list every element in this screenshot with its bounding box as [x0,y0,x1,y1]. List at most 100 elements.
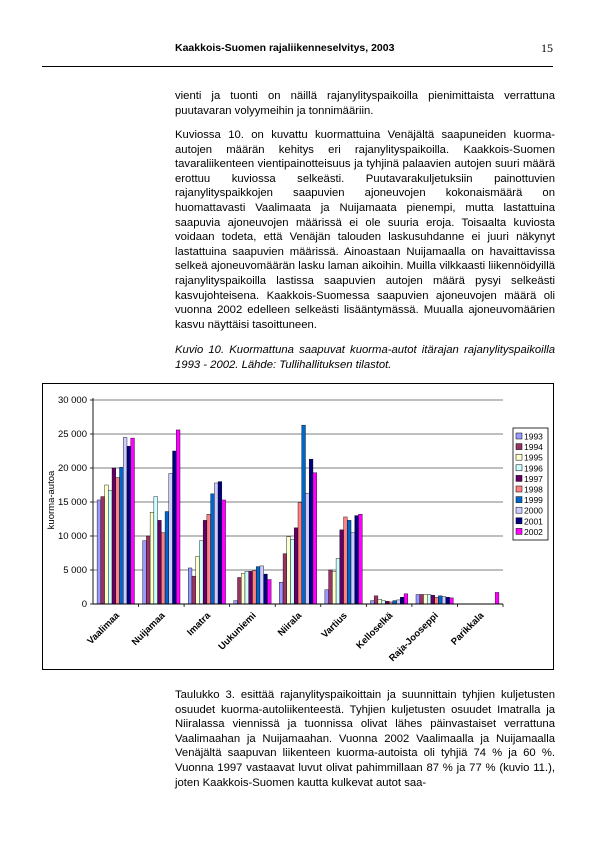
bar-vartius-2000 [350,532,355,605]
bar-vartius-1997 [339,529,344,605]
bar-raja-jooseppi-1995 [423,594,428,605]
bar-vartius-1994 [328,569,333,605]
bar-vartius-2002 [358,514,363,605]
bar-imatra-2000 [214,482,219,605]
y-tick-label: 0 [82,599,87,610]
bar-kelloselk--2001 [400,596,405,605]
bar-uukuniemi-2002 [267,579,272,605]
x-tick-label: Imatra [185,610,213,638]
bar-vartius-1993 [324,589,329,605]
bar-nuijamaa-1993 [142,540,147,605]
bar-imatra-1997 [202,520,208,605]
legend-swatch [515,496,523,503]
x-tick-label: Vartius [319,610,349,640]
bar-niirala-1996 [290,539,295,605]
bar-kelloselk--1993 [370,600,375,605]
bar-niirala-1993 [279,582,284,605]
bar-kelloselk--1996 [381,600,386,605]
y-tick-label: 25 000 [58,429,87,440]
bar-raja-jooseppi-1998 [434,596,439,605]
bar-uukuniemi-1998 [252,570,257,605]
bar-nuijamaa-1999 [164,511,170,605]
bar-vaalimaa-2000 [123,437,128,605]
bar-imatra-1999 [210,493,215,605]
bar-uukuniemi-2001 [263,573,268,605]
bar-vaalimaa-1999 [119,467,124,605]
legend-swatch [515,485,523,493]
bar-vaalimaa-1996 [108,490,113,605]
bar-imatra-1993 [188,567,193,605]
bar-vartius-1995 [332,571,337,605]
legend-swatch [515,443,523,450]
bar-niirala-2000 [305,492,310,605]
bar-nuijamaa-1995 [149,511,155,605]
bar-vartius-1998 [343,516,348,605]
bar-nuijamaa-1998 [161,532,166,605]
bar-uukuniemi-2000 [259,565,264,605]
bar-imatra-1994 [191,575,196,605]
figure-caption: Kuvio 10. Kuormattuna saapuvat kuorma-au… [175,344,555,371]
y-tick-label: 15 000 [58,497,87,508]
bar-imatra-1995 [195,556,200,605]
axes [92,398,503,605]
bar-uukuniemi-1999 [255,566,261,605]
bar-nuijamaa-2000 [168,473,173,605]
legend-label: 1998 [524,485,543,495]
bar-kelloselk--1999 [392,600,397,605]
bar-vaalimaa-1993 [96,499,102,605]
bar-imatra-1998 [206,514,211,605]
bar-raja-jooseppi-1999 [438,595,443,605]
bar-vartius-1999 [347,520,352,605]
page-number: 15 [541,41,553,55]
legend-swatch [515,517,523,525]
bar-niirala-2001 [309,458,314,605]
legend-label: 1993 [524,432,543,442]
bar-niirala-2002 [312,472,317,605]
legend-swatch [515,432,523,440]
bar-chart: 0 5 000 10 000 15 000 20 000 25 000 30 000 Vaa… [46,395,549,664]
legend-swatch [515,453,523,461]
bar-kelloselk--2000 [396,599,401,605]
legend-swatch [515,464,523,472]
bar-niirala-1999 [301,424,306,605]
legend-swatch [515,528,523,535]
bar-vartius-2001 [354,515,359,605]
bar-uukuniemi-1993 [233,600,238,605]
legend-label: 1994 [524,442,543,452]
legend-label: 1999 [524,495,543,505]
bar-uukuniemi-1994 [237,577,242,605]
bar-kelloselk--2002 [403,593,408,605]
y-tick-label: 10 000 [58,531,87,542]
bar-uukuniemi-1996 [244,571,249,605]
bar-parikkala-2002 [494,592,500,605]
legend-label: 1996 [524,463,543,473]
x-tick-label: Parikkala [449,610,487,648]
bar-niirala-1995 [286,536,291,605]
legend-label: 2001 [524,516,543,526]
paragraph-intro: vienti ja tuonti on näillä rajanylityspa… [175,90,555,117]
header-rule [42,66,553,67]
bar-vaalimaa-1997 [111,467,116,605]
bar-vaalimaa-1994 [100,496,105,605]
paragraph-table-description: Taulukko 3. esittää rajanylityspaikoitta… [175,689,555,789]
bar-raja-jooseppi-1994 [419,594,424,605]
bar-kelloselk--1995 [377,599,382,605]
bars [96,424,500,605]
running-header-title: Kaakkois-Suomen rajaliikenneselvitys, 20… [175,42,395,54]
x-tick-label: Nuijamaa [130,610,168,648]
legend-label: 1997 [524,474,543,484]
bar-raja-jooseppi-2002 [449,597,454,605]
chart-frame: 0 5 000 10 000 15 000 20 000 25 000 30 000 Vaa… [42,383,554,670]
bar-vaalimaa-2002 [130,437,135,605]
x-tick-label: Raja-Jooseppi [387,610,441,664]
legend-label: 2002 [524,527,543,537]
bar-raja-jooseppi-1997 [430,594,435,605]
y-tick-label: 20 000 [58,463,87,474]
bar-raja-jooseppi-1993 [415,594,420,605]
bar-nuijamaa-1997 [157,520,162,605]
y-tick-label: 30 000 [58,395,87,406]
y-tick-label: 5 000 [63,565,87,576]
bar-niirala-1994 [282,553,287,605]
bar-niirala-1998 [297,502,302,605]
bar-vaalimaa-2001 [126,446,131,605]
